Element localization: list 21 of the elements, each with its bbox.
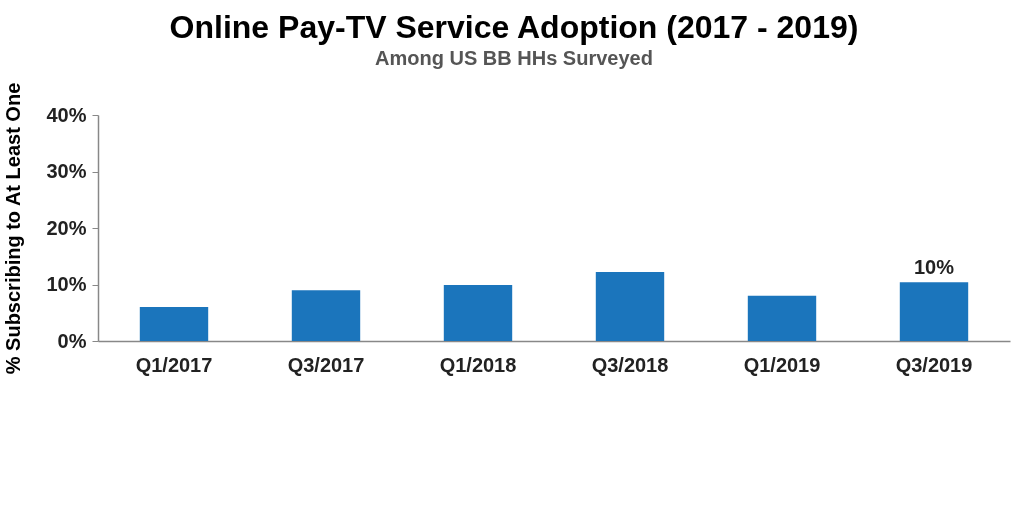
x-tick-label: Q1/2017 (135, 353, 213, 376)
y-tick-label: 0% (57, 329, 87, 352)
y-axis-title: % Subscribing to At Least One (2, 82, 25, 375)
chart-title: Online Pay-TV Service Adoption (2017 - 2019) (169, 8, 859, 45)
chart-subtitle: Among US BB HHs Surveyed (375, 46, 653, 69)
bar (139, 307, 209, 341)
y-tick-label: 40% (46, 103, 87, 126)
x-tick-label: Q3/2018 (591, 353, 669, 376)
x-tick-label: Q1/2018 (439, 353, 517, 376)
y-tick-label: 30% (46, 160, 87, 182)
y-tick-label: 20% (46, 216, 87, 239)
data-label: 10% (913, 256, 955, 279)
bar (747, 295, 817, 341)
bar (291, 290, 361, 341)
bar (899, 282, 969, 341)
x-tick-label: Q3/2017 (287, 353, 365, 376)
y-tick-label: 10% (46, 273, 87, 295)
bar (595, 272, 665, 341)
bar (443, 285, 513, 341)
x-tick-label: Q3/2019 (895, 353, 973, 376)
x-tick-label: Q1/2019 (743, 353, 821, 376)
